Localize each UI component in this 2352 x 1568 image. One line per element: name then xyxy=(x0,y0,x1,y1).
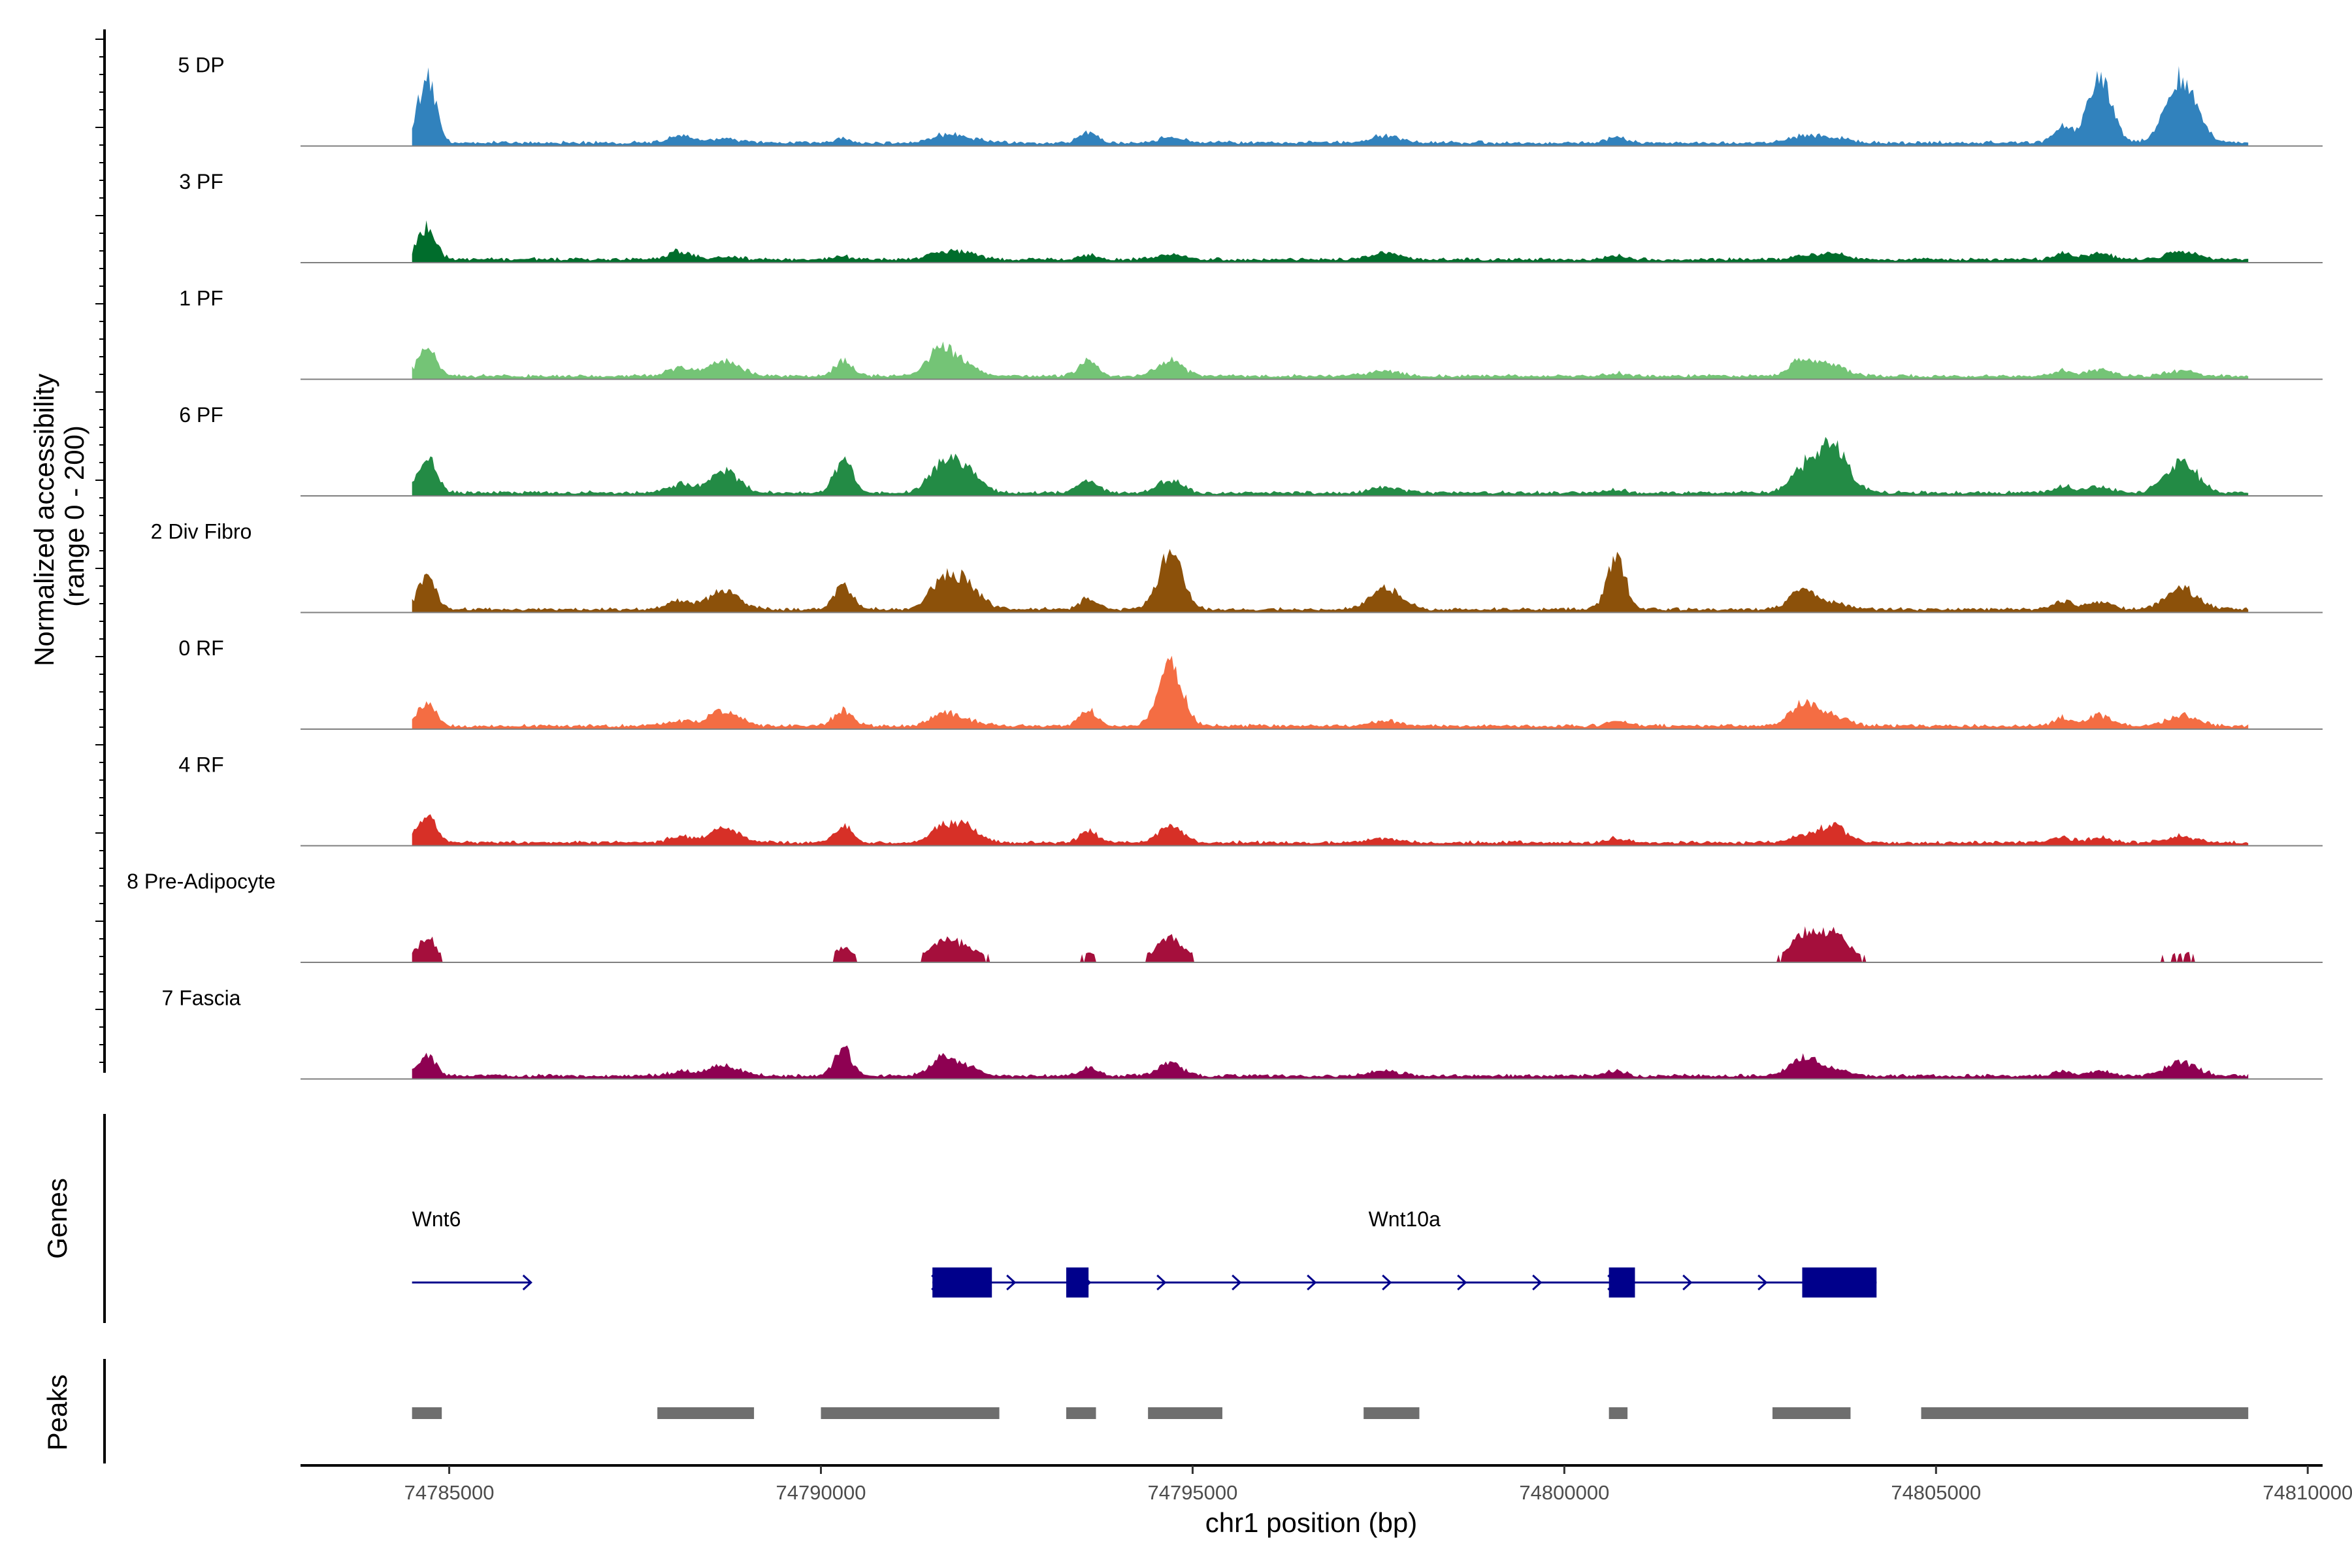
track-label-3-pf: 3 PF xyxy=(179,170,223,193)
x-tick-label: 74795000 xyxy=(1147,1481,1237,1504)
track-label-6-pf: 6 PF xyxy=(179,403,223,427)
track-area-5-dp xyxy=(412,66,2249,146)
track-area-4-rf xyxy=(412,814,2249,846)
peaks-panel-title: Peaks xyxy=(42,1375,73,1451)
track-label-2-div-fibro: 2 Div Fibro xyxy=(151,520,252,544)
track-label-0-rf: 0 RF xyxy=(178,636,223,660)
y-axis-title-line1: Normalized accessibility xyxy=(29,374,59,666)
genes-panel-title: Genes xyxy=(42,1178,73,1259)
track-area-6-pf xyxy=(412,436,2249,496)
coverage-axis-ticks xyxy=(95,39,105,1063)
track-8-pre-adipocyte: 8 Pre-Adipocyte xyxy=(127,870,2323,963)
gene-label-wnt10a: Wnt10a xyxy=(1369,1207,1441,1231)
strand-arrow xyxy=(1232,1274,1242,1291)
gene-annotations: Wnt6 Wnt10a xyxy=(412,1207,1877,1298)
track-7-fascia: 7 Fascia xyxy=(162,987,2323,1080)
peak-regions xyxy=(412,1407,2249,1419)
x-axis-title: chr1 position (bp) xyxy=(1205,1507,1418,1538)
x-tick-label: 74810000 xyxy=(2262,1481,2352,1504)
strand-arrow xyxy=(1532,1274,1543,1291)
track-area-0-rf xyxy=(412,655,2249,729)
strand-arrow xyxy=(522,1274,532,1291)
track-area-3-pf xyxy=(412,220,2249,263)
gene-label-wnt6: Wnt6 xyxy=(412,1207,461,1231)
peak-bar xyxy=(1772,1407,1851,1419)
track-area-7-fascia xyxy=(412,1045,2249,1079)
peak-bar xyxy=(1609,1407,1628,1419)
exon-block xyxy=(1066,1267,1089,1298)
strand-arrow xyxy=(1006,1274,1017,1291)
track-2-div-fibro: 2 Div Fibro xyxy=(151,520,2323,613)
peak-bar xyxy=(1066,1407,1096,1419)
track-label-8-pre-adipocyte: 8 Pre-Adipocyte xyxy=(127,870,276,893)
gene-wnt6: Wnt6 xyxy=(412,1207,532,1291)
track-4-rf: 4 RF xyxy=(178,753,2323,847)
peak-bar xyxy=(821,1407,1000,1419)
track-5-dp: 5 DP xyxy=(178,54,2323,147)
peak-bar xyxy=(1148,1407,1222,1419)
track-label-5-dp: 5 DP xyxy=(178,54,224,77)
track-area-2-div-fibro xyxy=(412,549,2249,613)
peak-bar xyxy=(1921,1407,2249,1419)
coverage-tracks: 5 DP 3 PF 1 PF 6 PF 2 Div Fibro 0 RF 4 RF 8 Pre… xyxy=(127,54,2323,1080)
track-6-pf: 6 PF xyxy=(179,403,2323,497)
gene-wnt10a: Wnt10a xyxy=(931,1207,1877,1298)
track-label-1-pf: 1 PF xyxy=(179,287,223,310)
strand-arrow xyxy=(1156,1274,1167,1291)
track-label-7-fascia: 7 Fascia xyxy=(162,987,241,1010)
track-3-pf: 3 PF xyxy=(179,170,2323,263)
y-axis-title: Normalized accessibility (range 0 - 200) xyxy=(29,366,90,666)
peak-bar xyxy=(657,1407,755,1419)
strand-arrow xyxy=(1757,1274,1768,1291)
x-tick-label: 74785000 xyxy=(404,1481,495,1504)
peak-bar xyxy=(1364,1407,1420,1419)
x-tick-label: 74805000 xyxy=(1891,1481,1981,1504)
track-1-pf: 1 PF xyxy=(179,287,2323,380)
strand-arrow xyxy=(1457,1274,1467,1291)
y-axis-title-line2: (range 0 - 200) xyxy=(59,425,90,607)
x-axis-ticks: 74785000 74790000 74795000 74800000 74805000… xyxy=(404,1465,2352,1504)
track-area-8-pre-adipocyte xyxy=(412,926,2249,962)
peak-bar xyxy=(412,1407,442,1419)
exon-block xyxy=(932,1267,992,1298)
x-tick-label: 74790000 xyxy=(776,1481,866,1504)
track-0-rf: 0 RF xyxy=(178,636,2323,730)
x-tick-label: 74800000 xyxy=(1519,1481,1609,1504)
strand-arrow xyxy=(1382,1274,1392,1291)
exon-block xyxy=(1802,1267,1877,1298)
exon-block xyxy=(1609,1267,1635,1298)
strand-arrow xyxy=(1682,1274,1693,1291)
track-label-4-rf: 4 RF xyxy=(178,753,223,777)
strand-arrow xyxy=(1307,1274,1317,1291)
track-area-1-pf xyxy=(412,341,2249,380)
